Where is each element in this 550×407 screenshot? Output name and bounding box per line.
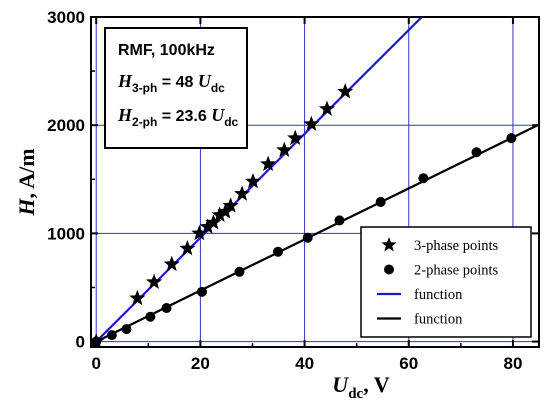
legend-label: function	[414, 312, 463, 328]
legend-label: 2-phase points	[414, 263, 499, 279]
point-3-phase	[303, 115, 320, 131]
equation-3-phase: H3-ph = 48 Udc	[117, 71, 225, 95]
point-3-phase	[233, 185, 251, 201]
x-tick-label: 0	[91, 354, 100, 373]
point-2-phase	[196, 286, 207, 297]
y-tick-label: 0	[76, 333, 85, 352]
point-2-phase	[145, 311, 156, 322]
point-3-phase	[244, 172, 262, 189]
y-tick-label: 1000	[47, 224, 85, 243]
point-3-phase	[129, 289, 146, 306]
point-2-phase	[334, 215, 345, 226]
x-tick-label: 40	[295, 354, 314, 373]
svg-text:H, A/m: H, A/m	[14, 148, 39, 216]
legend-label: function	[414, 287, 463, 303]
y-tick-label: 3000	[47, 8, 85, 27]
point-2-phase	[506, 133, 517, 144]
point-2-phase	[106, 330, 117, 341]
x-tick-label: 80	[503, 354, 522, 373]
annotation-box	[104, 27, 248, 149]
point-3-phase	[260, 155, 277, 172]
point-3-phase	[337, 83, 354, 99]
point-3-phase	[287, 129, 304, 146]
equation-annotation: RMF, 100kHz H3-ph = 48 Udc H2-ph = 23.6 …	[104, 27, 248, 149]
point-3-phase	[318, 100, 336, 116]
point-2-phase	[375, 197, 386, 208]
legend-label: 3-phase points	[414, 238, 499, 254]
point-3-phase	[191, 224, 208, 241]
point-3-phase	[163, 255, 180, 272]
plot-series	[91, 17, 538, 347]
point-2-phase	[418, 173, 429, 184]
y-tick-label: 2000	[47, 116, 85, 135]
point-3-phase	[179, 240, 196, 256]
point-2-phase	[302, 232, 313, 243]
point-3-phase	[276, 141, 293, 157]
legend-marker-circle	[384, 264, 394, 275]
x-axis-label: Udc, V	[332, 372, 389, 402]
equation-2-phase: H2-ph = 23.6 Udc	[117, 105, 239, 129]
point-3-phase	[145, 273, 163, 289]
point-2-phase	[161, 303, 172, 314]
x-tick-label: 20	[191, 354, 210, 373]
point-2-phase	[234, 266, 245, 277]
point-2-phase	[121, 324, 132, 335]
svg-text:Udc, V: Udc, V	[332, 372, 389, 402]
x-tick-label: 60	[399, 354, 418, 373]
legend-marker-star	[381, 237, 397, 252]
y-axis-label: H, A/m	[14, 148, 39, 216]
point-3-phase	[217, 203, 234, 219]
point-3-phase	[205, 214, 222, 230]
plot-frame	[90, 16, 540, 348]
point-3-phase	[211, 206, 228, 222]
annotation-title: RMF, 100kHz	[118, 42, 215, 59]
point-3-phase	[199, 218, 216, 234]
axis-ticks: 0 20 40 60 80 0 1000 2000 3000	[47, 8, 539, 373]
point-3-phase	[222, 197, 239, 213]
point-2-phase	[471, 147, 482, 158]
legend: 3-phase points 2-phase points function func…	[360, 226, 532, 338]
point-2-phase	[273, 246, 284, 257]
